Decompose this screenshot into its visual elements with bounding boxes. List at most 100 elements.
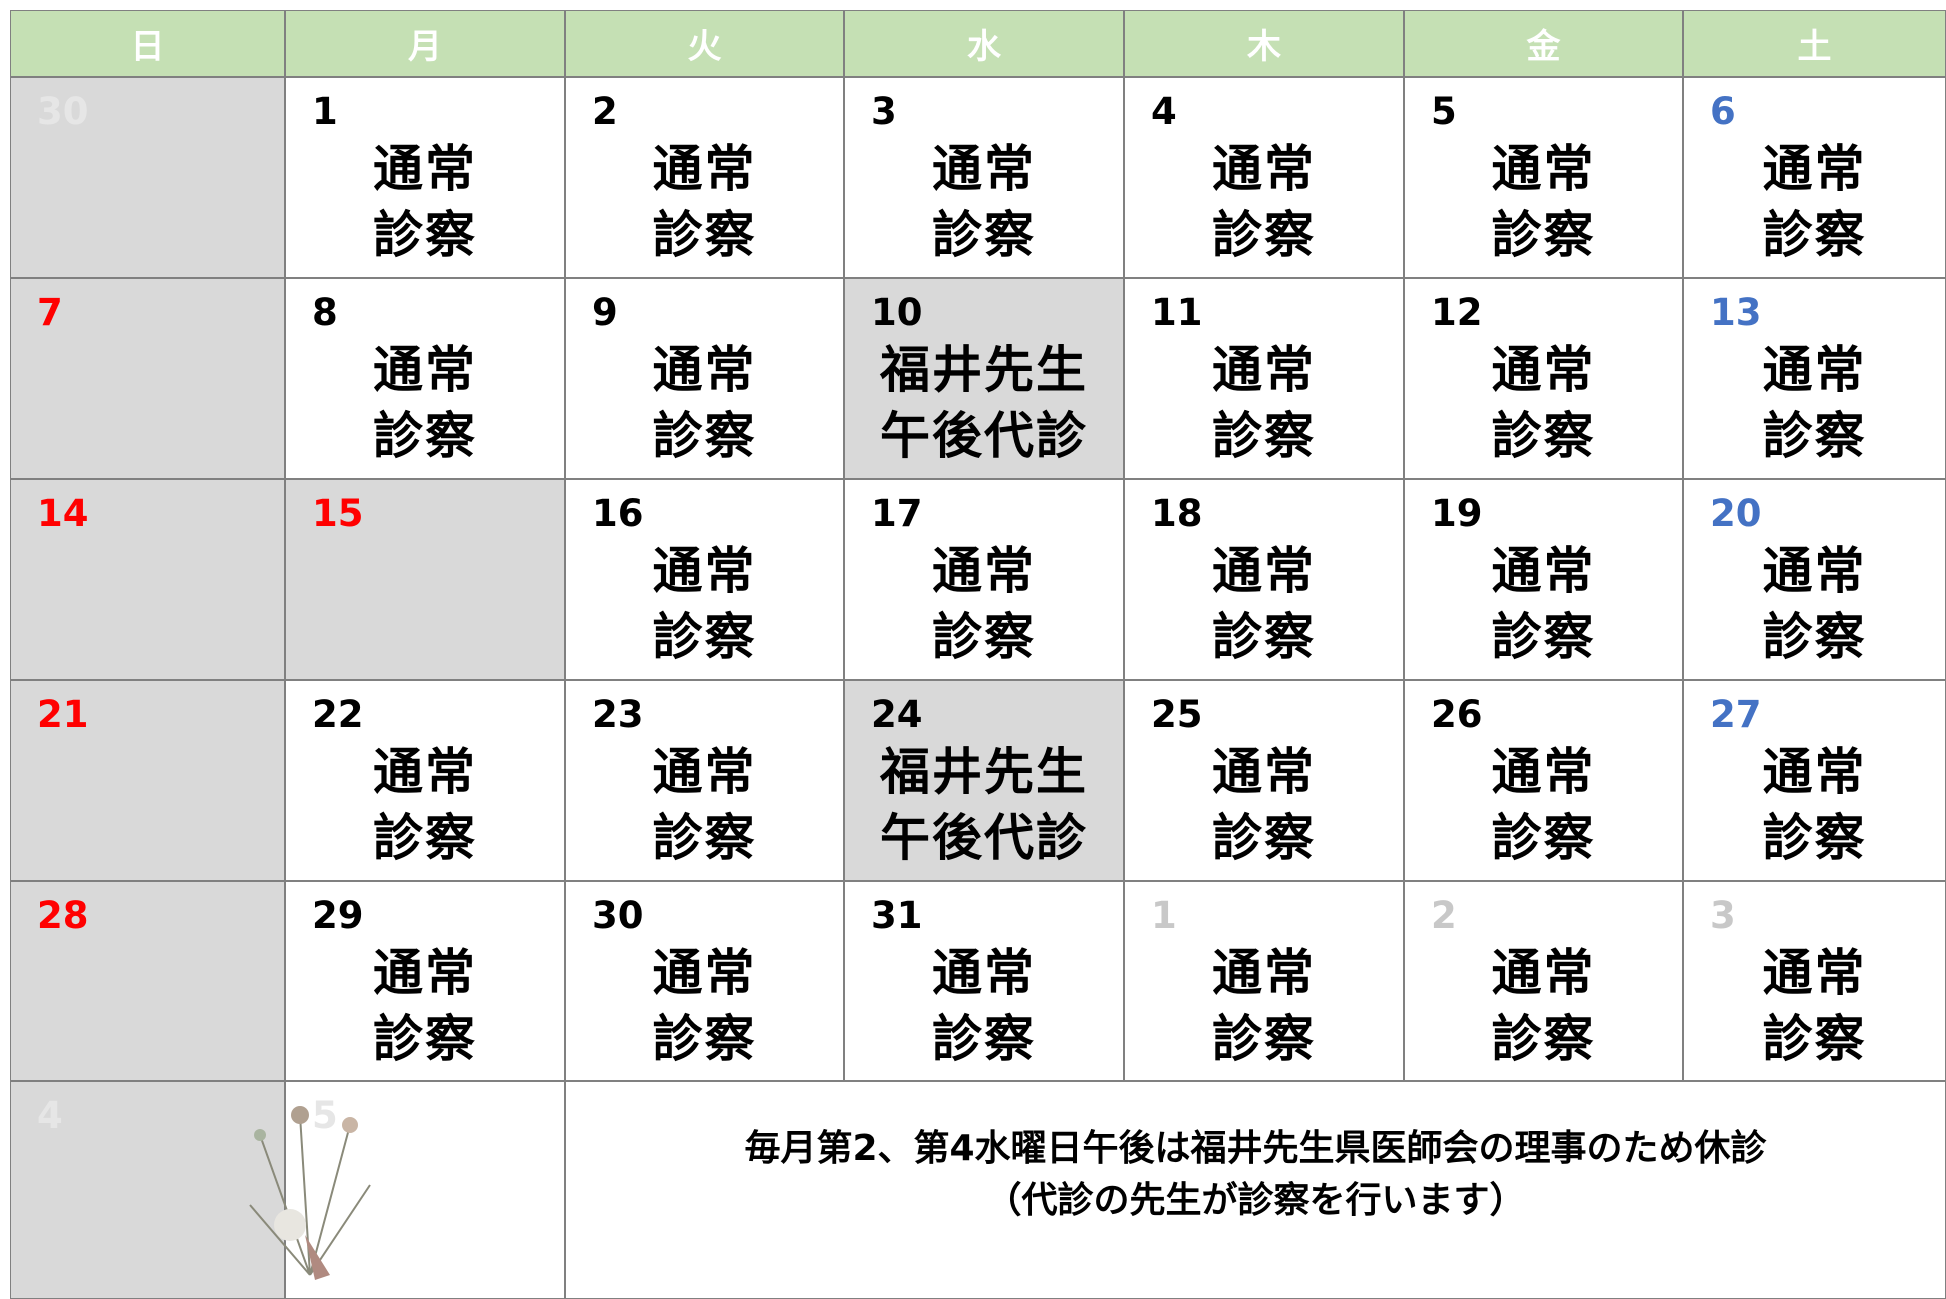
date-number: 2 xyxy=(1431,894,1457,937)
day-cell: 9 通常 診察 xyxy=(565,278,844,479)
day-status: 通常 診察 xyxy=(1684,940,1945,1072)
flower-decoration xyxy=(249,1106,371,1280)
day-cell: 22 通常 診察 xyxy=(285,680,565,881)
day-status: 通常 診察 xyxy=(845,940,1123,1072)
status-line: 通常 xyxy=(652,341,757,399)
status-line: 通常 xyxy=(1762,743,1867,801)
weekday-header: 金 xyxy=(1404,10,1683,77)
status-line: 診察 xyxy=(1212,1010,1316,1068)
status-line: 福井先生 xyxy=(880,743,1088,801)
date-number: 25 xyxy=(1151,693,1203,736)
day-cell: 21 xyxy=(10,680,285,881)
date-number: 8 xyxy=(312,291,338,334)
date-number: 3 xyxy=(871,90,897,133)
day-cell: 1 通常 診察 xyxy=(285,77,565,278)
status-line: 診察 xyxy=(1491,809,1596,867)
day-cell: 10 福井先生 午後代診 xyxy=(844,278,1124,479)
status-line: 通常 xyxy=(373,944,477,1002)
day-status: 通常 診察 xyxy=(1405,538,1682,670)
status-line: 診察 xyxy=(932,206,1036,264)
weekday-header: 土 xyxy=(1683,10,1946,77)
status-line: 診察 xyxy=(373,1010,477,1068)
day-status: 通常 診察 xyxy=(1684,337,1945,469)
status-line: 診察 xyxy=(1491,608,1596,666)
day-status: 通常 診察 xyxy=(286,739,564,871)
status-line: 診察 xyxy=(1212,809,1316,867)
date-number: 6 xyxy=(1710,90,1736,133)
status-line: 診察 xyxy=(1491,1010,1596,1068)
date-number: 30 xyxy=(592,894,644,937)
day-cell: 20 通常 診察 xyxy=(1683,479,1946,680)
status-line: 通常 xyxy=(932,944,1036,1002)
day-cell: 13 通常 診察 xyxy=(1683,278,1946,479)
status-line: 診察 xyxy=(652,407,757,465)
day-status: 通常 診察 xyxy=(566,136,843,268)
status-line: 午後代診 xyxy=(880,809,1088,867)
day-cell: 4 通常 診察 xyxy=(1124,77,1404,278)
day-status: 通常 診察 xyxy=(566,337,843,469)
status-line: 診察 xyxy=(652,809,757,867)
status-line: 通常 xyxy=(932,140,1036,198)
status-line: 診察 xyxy=(1212,407,1316,465)
day-cell: 18 通常 診察 xyxy=(1124,479,1404,680)
status-line: 通常 xyxy=(1212,140,1316,198)
status-line: 通常 xyxy=(1491,341,1596,399)
note-line: （代診の先生が診察を行います） xyxy=(985,1180,1526,1221)
status-line: 通常 xyxy=(1212,341,1316,399)
day-status: 通常 診察 xyxy=(1684,538,1945,670)
status-line: 通常 xyxy=(652,542,757,600)
day-status: 通常 診察 xyxy=(1684,136,1945,268)
status-line: 通常 xyxy=(652,944,757,1002)
day-status: 通常 診察 xyxy=(1125,538,1403,670)
weekday-header: 木 xyxy=(1124,10,1404,77)
status-line: 福井先生 xyxy=(880,341,1088,399)
date-number: 14 xyxy=(37,492,89,535)
status-line: 診察 xyxy=(1212,206,1316,264)
day-cell: 24 福井先生 午後代診 xyxy=(844,680,1124,881)
date-number: 24 xyxy=(871,693,923,736)
footnote: 毎月第2、第4水曜日午後は福井先生県医師会の理事のため休診 （代診の先生が診察を行… xyxy=(565,1081,1946,1299)
day-status: 通常 診察 xyxy=(1125,337,1403,469)
day-status: 通常 診察 xyxy=(1405,337,1682,469)
status-line: 診察 xyxy=(652,1010,757,1068)
day-cell: 3 通常診察 xyxy=(844,77,1124,278)
date-number: 27 xyxy=(1710,693,1762,736)
day-cell: 7 xyxy=(10,278,285,479)
date-number: 12 xyxy=(1431,291,1483,334)
day-cell: 16 通常 診察 xyxy=(565,479,844,680)
day-status: 通常 診察 xyxy=(1125,136,1403,268)
weekday-header: 月 xyxy=(285,10,565,77)
status-line: 診察 xyxy=(1762,407,1867,465)
day-cell: 25 通常 診察 xyxy=(1124,680,1404,881)
date-number: 5 xyxy=(1431,90,1457,133)
status-line: 診察 xyxy=(373,407,477,465)
day-status: 通常 診察 xyxy=(1125,739,1403,871)
note-line: 毎月第2、第4水曜日午後は福井先生県医師会の理事のため休診 xyxy=(744,1128,1767,1169)
weekday-header: 水 xyxy=(844,10,1124,77)
day-cell: 2 通常診察 xyxy=(1404,881,1683,1081)
date-number: 2 xyxy=(592,90,618,133)
day-cell: 3 通常 診察 xyxy=(1683,881,1946,1081)
status-line: 通常 xyxy=(932,542,1036,600)
day-cell: 12 通常 診察 xyxy=(1404,278,1683,479)
day-cell: 17 通常 診察 xyxy=(844,479,1124,680)
status-line: 通常 xyxy=(652,140,757,198)
day-cell: 5 通常 診察 xyxy=(1404,77,1683,278)
status-line: 通常 xyxy=(652,743,757,801)
date-number: 15 xyxy=(312,492,364,535)
status-line: 通常 xyxy=(373,743,477,801)
date-number: 4 xyxy=(37,1094,63,1137)
status-line: 通常 xyxy=(373,140,477,198)
status-line: 診察 xyxy=(373,809,477,867)
date-number: 4 xyxy=(1151,90,1177,133)
status-line: 通常 xyxy=(1491,944,1596,1002)
day-status: 通常 診察 xyxy=(1125,940,1403,1072)
status-line: 診察 xyxy=(1762,608,1867,666)
day-status: 通常 診察 xyxy=(845,538,1123,670)
status-line: 通常 xyxy=(1491,743,1596,801)
date-number: 11 xyxy=(1151,291,1203,334)
status-line: 診察 xyxy=(932,608,1036,666)
day-status: 福井先生 午後代診 xyxy=(845,739,1123,871)
date-number: 18 xyxy=(1151,492,1203,535)
day-status: 福井先生 午後代診 xyxy=(845,337,1123,469)
